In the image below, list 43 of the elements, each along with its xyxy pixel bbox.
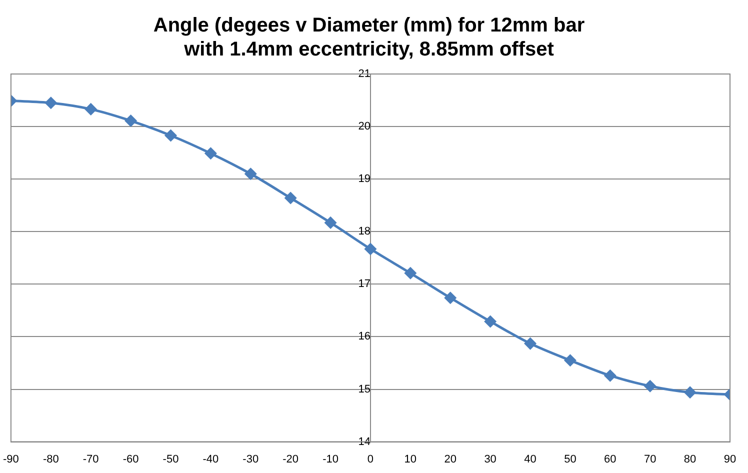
x-tick-label: 80 <box>684 453 696 466</box>
point <box>284 192 296 204</box>
x-tick-label: -90 <box>2 453 19 466</box>
point <box>85 103 97 115</box>
x-tick-label: 90 <box>724 453 736 466</box>
point <box>204 148 216 160</box>
x-tick-label: 60 <box>604 453 616 466</box>
y-tick-label: 16 <box>358 330 370 343</box>
point <box>604 370 616 382</box>
point <box>484 316 496 328</box>
x-tick-label: -40 <box>202 453 219 466</box>
y-tick-label: 19 <box>358 173 370 186</box>
x-tick-label: -70 <box>82 453 99 466</box>
x-tick-label: -80 <box>42 453 59 466</box>
point <box>244 168 256 180</box>
x-tick-label: 30 <box>484 453 496 466</box>
x-tick-label: -20 <box>282 453 299 466</box>
x-tick-label: -30 <box>242 453 259 466</box>
point <box>564 354 576 366</box>
x-tick-label: 0 <box>367 453 374 466</box>
point <box>164 130 176 142</box>
x-tick-label: 10 <box>404 453 417 466</box>
x-tick-label: 50 <box>564 453 576 466</box>
x-tick-label: 40 <box>524 453 536 466</box>
y-tick-label: 20 <box>358 120 370 133</box>
point <box>444 292 456 304</box>
point <box>324 216 336 228</box>
x-tick-label: -10 <box>322 453 338 466</box>
point <box>684 386 696 398</box>
point <box>364 243 376 255</box>
point <box>524 338 536 350</box>
point <box>404 267 416 279</box>
x-tick-label: -60 <box>122 453 139 466</box>
x-tick-label: 70 <box>644 453 656 466</box>
x-tick-label: 20 <box>444 453 456 466</box>
chart-title: Angle (degees v Diameter (mm) for 12mm bar with 1.4mm eccentricity, 8.85mm offset <box>153 14 585 61</box>
point <box>125 115 137 127</box>
point <box>644 380 656 392</box>
y-tick-label: 17 <box>358 278 370 290</box>
y-tick-label: 15 <box>358 383 370 396</box>
point <box>45 97 57 109</box>
y-tick-label: 18 <box>358 226 370 238</box>
x-tick-label: -50 <box>162 453 179 466</box>
